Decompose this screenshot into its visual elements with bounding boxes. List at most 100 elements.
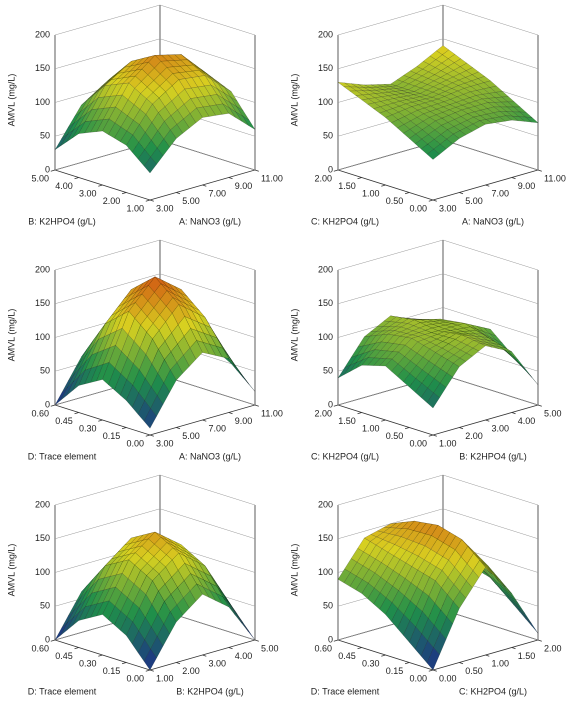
x-tick [537,639,542,642]
x-tick-label: 11.00 [544,173,566,183]
x-tick-label: 0.00 [439,673,457,683]
x-axis-title: B: K2HPO4 (g/L) [176,686,244,696]
x-tick-label: 2.00 [182,666,200,676]
z-tick-label: 150 [35,533,50,543]
y-tick-label: 0.00 [126,438,144,448]
z-tick-label: 0 [328,164,333,174]
surface-cell [519,609,533,627]
surface-cell [143,648,157,671]
x-tick-label: 3.00 [156,203,174,213]
grid-line [54,38,161,69]
y-tick-label: 0.00 [409,673,427,683]
x-tick [537,169,542,172]
y-tick-label: 1.50 [338,416,356,426]
z-tick-label: 0 [45,634,50,644]
x-tick [228,412,233,415]
surface-panel: 0 50 100 150 200 1.00 2.00 3.00 4.00 5.00 0.00 0.50… [289,239,562,461]
surface-cell [143,408,157,429]
grid-line [54,474,161,506]
x-axis-title: C: KH2PO4 (g/L) [459,686,527,696]
z-tick-label: 50 [323,131,333,141]
y-tick [381,419,386,422]
x-tick [228,177,233,180]
surface-panel: 0 50 100 150 200 3.00 5.00 7.00 9.00 11.00 0.00 0.5… [289,4,566,226]
z-tick-label: 50 [40,131,50,141]
grid-line [337,273,444,304]
y-tick-label: 0.60 [31,408,49,418]
x-tick [202,419,207,422]
x-tick-label: 9.00 [235,416,253,426]
grid-line [159,38,256,69]
x-tick-label: 5.00 [182,196,200,206]
y-tick [357,412,362,415]
y-tick-label: 0.00 [409,438,427,448]
x-tick-label: 5.00 [544,408,562,418]
x-tick-label: 1.00 [439,438,457,448]
z-tick-label: 50 [323,601,333,611]
y-axis-title: C: KH2PO4 (g/L) [311,216,379,226]
grid-line [442,239,539,271]
x-tick [176,662,181,665]
grid-line [159,273,256,304]
y-tick [428,669,434,672]
x-tick [176,192,181,195]
y-tick-label: 0.30 [79,658,97,668]
x-axis-title: A: NaNO3 (g/L) [179,451,241,461]
y-tick [381,184,386,187]
grid-line [442,273,539,304]
y-tick [121,427,127,430]
z-tick-label: 200 [318,499,333,509]
z-tick-label: 100 [318,97,333,107]
x-tick [254,639,259,642]
y-tick-label: 0.15 [103,666,121,676]
z-tick-label: 100 [318,567,333,577]
y-tick-label: 0.00 [409,203,427,213]
y-tick [121,192,127,195]
y-tick-label: 1.00 [362,188,380,198]
surface-cell [242,622,256,641]
surface-cell [426,392,440,409]
z-tick-label: 150 [35,63,50,73]
z-tick-label: 0 [45,399,50,409]
y-axis-title: C: KH2PO4 (g/L) [311,451,379,461]
y-tick-label: 1.00 [362,423,380,433]
grid-line [159,139,256,171]
z-tick-label: 200 [35,499,50,509]
x-tick-label: 3.00 [209,658,227,668]
grid-line [442,307,539,338]
y-tick-label: 0.15 [103,431,121,441]
z-axis-title: AMVL (mg/L) [6,309,16,362]
grid-line [159,4,256,36]
x-tick [485,184,490,187]
y-tick-label: 0.00 [126,673,144,683]
y-tick-label: 4.00 [55,181,73,191]
z-axis-title: AMVL (mg/L) [289,544,299,597]
x-tick-label: 4.00 [518,416,536,426]
z-axis-title: AMVL (mg/L) [289,74,299,127]
y-tick [74,177,79,180]
y-tick-label: 1.50 [338,181,356,191]
x-tick [511,177,516,180]
grid-line [442,38,539,69]
x-tick-label: 3.00 [156,438,174,448]
y-tick [404,192,410,195]
y-tick [74,647,79,650]
z-tick-label: 0 [45,164,50,174]
surface-cell [506,592,520,610]
grid-line [337,38,444,69]
x-tick [432,669,437,672]
surface-panel: 0 50 100 150 200 0.00 0.50 1.00 1.50 2.00 0.00 0.15… [289,474,562,696]
x-tick-label: 11.00 [261,408,283,418]
x-tick [254,169,259,172]
z-axis-title: AMVL (mg/L) [6,74,16,127]
surface-panel: 0 50 100 150 200 3.00 5.00 7.00 9.00 11.00 0.00 0.1… [6,239,283,461]
x-tick-label: 1.00 [492,658,510,668]
x-tick [459,662,464,665]
z-tick-label: 100 [35,567,50,577]
grid-line [337,474,444,506]
x-axis-title: A: NaNO3 (g/L) [179,216,241,226]
x-tick [485,654,490,657]
surface-cell [518,362,532,377]
y-tick [357,177,362,180]
x-axis-title: A: NaNO3 (g/L) [462,216,524,226]
